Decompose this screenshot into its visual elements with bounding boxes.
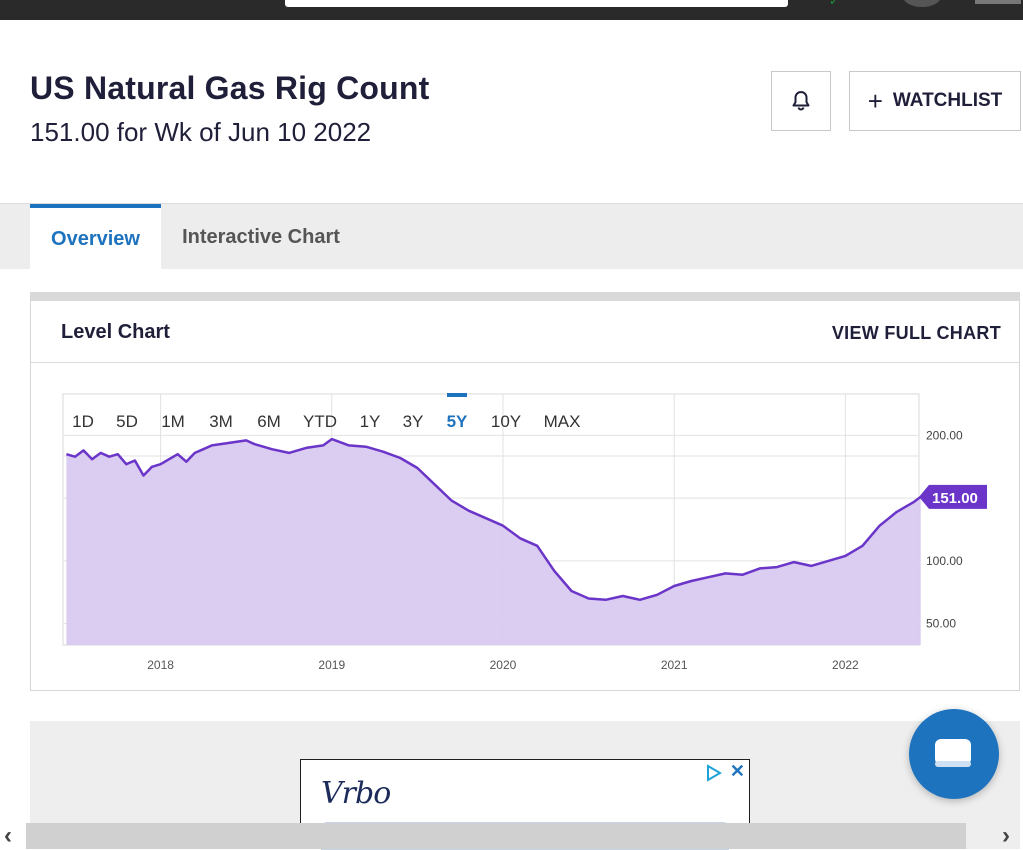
chevron-left-icon[interactable]: ‹ <box>4 822 12 849</box>
bell-icon <box>792 91 810 111</box>
view-full-chart-link[interactable]: VIEW FULL CHART <box>831 323 1001 343</box>
watchlist-label: WATCHLIST <box>892 90 1003 111</box>
x-tick-label: 2018 <box>147 658 174 672</box>
carousel-strip <box>26 823 966 849</box>
range-button-ytd[interactable]: YTD <box>303 412 337 431</box>
range-button-10y[interactable]: 10Y <box>491 412 521 431</box>
series-line <box>66 437 922 602</box>
y-tick-label: 50.00 <box>926 617 956 631</box>
range-button-1y[interactable]: 1Y <box>360 412 381 431</box>
range-button-3m[interactable]: 3M <box>209 412 233 431</box>
tab-bar: Overview Interactive Chart <box>0 203 1023 270</box>
avatar[interactable] <box>903 0 941 7</box>
tab-overview[interactable]: Overview <box>30 204 161 270</box>
y-tick-label: 200.00 <box>926 428 963 442</box>
range-button-5d[interactable]: 5D <box>116 412 138 431</box>
last-value-label: 151.00 <box>932 490 978 507</box>
chevron-right-icon[interactable]: › <box>1002 822 1010 849</box>
range-button-5y[interactable]: 5Y <box>447 412 468 431</box>
alert-button[interactable] <box>771 71 831 131</box>
x-tick-label: 2020 <box>490 658 517 672</box>
menu-icon[interactable] <box>975 0 1021 4</box>
chat-icon <box>935 739 971 767</box>
page-title: US Natural Gas Rig Count <box>30 70 430 106</box>
panel-header: Level Chart VIEW FULL CHART <box>31 301 1019 363</box>
ad-brand-logo: Vrbo <box>321 776 391 811</box>
close-icon[interactable]: ✕ <box>729 761 745 781</box>
plus-icon: + <box>867 86 883 116</box>
chat-button[interactable] <box>909 709 999 799</box>
x-tick-label: 2019 <box>318 658 345 672</box>
range-button-3y[interactable]: 3Y <box>403 412 424 431</box>
ad-choices-icon[interactable] <box>705 764 723 782</box>
last-value-badge <box>919 484 987 509</box>
y-tick-label: 100.00 <box>926 554 963 568</box>
search-input[interactable] <box>285 0 788 7</box>
range-selected-indicator <box>447 393 467 397</box>
level-chart[interactable]: 200.00150.00100.0050.0020182019202020212… <box>0 0 1023 700</box>
x-tick-label: 2022 <box>832 658 859 672</box>
top-nav-bar: ✓ <box>0 0 1023 20</box>
watchlist-button[interactable]: + WATCHLIST <box>849 71 1021 131</box>
series-area <box>66 439 921 645</box>
check-icon: ✓ <box>829 0 840 8</box>
x-tick-label: 2021 <box>661 658 688 672</box>
range-button-6m[interactable]: 6M <box>257 412 281 431</box>
latest-value-subtitle: 151.00 for Wk of Jun 10 2022 <box>30 117 372 147</box>
range-button-1d[interactable]: 1D <box>72 412 94 431</box>
panel-title: Level Chart <box>61 321 170 343</box>
range-button-max[interactable]: MAX <box>544 412 581 431</box>
range-button-1m[interactable]: 1M <box>161 412 185 431</box>
tab-interactive-chart[interactable]: Interactive Chart <box>182 225 340 248</box>
